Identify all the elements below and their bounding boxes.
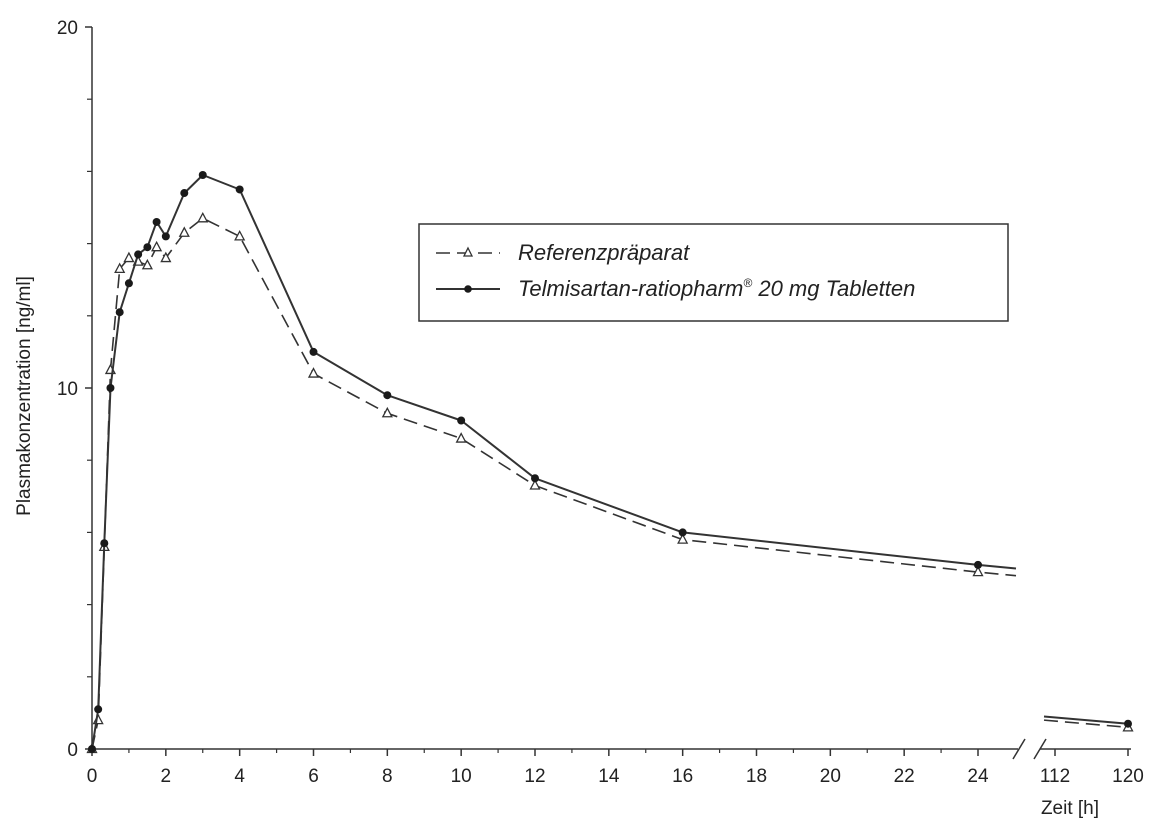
data-point-referenz (677, 533, 689, 544)
data-point-referenz (972, 565, 984, 577)
data-point-telmisartan (124, 279, 133, 288)
series-line-referenz (91, 217, 1017, 750)
x-tick-label: 8 (382, 766, 393, 787)
data-point-telmisartan (100, 539, 109, 548)
x-axis-label: Zeit [h] (1041, 798, 1099, 819)
data-point-telmisartan (152, 217, 161, 226)
data-point-telmisartan (115, 308, 124, 317)
data-point-telmisartan (94, 705, 103, 714)
x-axis-break-mark-left (1012, 738, 1026, 760)
data-point-telmisartan (974, 560, 982, 569)
x-tick-label: 18 (746, 766, 767, 787)
legend-swatch-referenz-marker (462, 246, 474, 257)
x-tick-label: 120 (1112, 766, 1144, 787)
x-tick-label: 0 (87, 766, 98, 787)
data-point-telmisartan (1124, 719, 1132, 728)
data-point-referenz (141, 258, 153, 270)
data-point-telmisartan (143, 243, 152, 252)
legend-label-telmisartan-main: Telmisartan-ratiopharm (518, 276, 743, 301)
data-point-telmisartan (383, 391, 392, 400)
x-tick-label: 20 (820, 766, 841, 787)
data-point-telmisartan (678, 528, 687, 537)
legend-label-telmisartan-suffix: 20 mg Tabletten (752, 276, 915, 301)
data-point-referenz (307, 367, 320, 378)
y-tick-label: 10 (57, 379, 78, 400)
x-tick-label: 16 (672, 766, 693, 787)
data-point-referenz (114, 262, 126, 274)
data-point-referenz (123, 251, 135, 263)
legend-label-referenz: Referenzpräparat (518, 240, 690, 265)
data-point-referenz (178, 226, 190, 237)
y-axis-label: Plasmakonzentration [ng/ml] (14, 276, 35, 516)
data-point-referenz (160, 251, 172, 263)
x-tick-label: 112 (1040, 766, 1070, 787)
x-tick-label: 6 (308, 766, 319, 787)
data-point-telmisartan (161, 232, 170, 241)
data-point-telmisartan (88, 745, 96, 753)
data-point-referenz (197, 211, 209, 223)
data-point-referenz (381, 406, 393, 418)
data-point-telmisartan (180, 189, 189, 198)
legend: Referenzpräparat Telmisartan-ratiopharm®… (418, 223, 1009, 322)
x-tick-label: 2 (161, 766, 172, 787)
data-point-telmisartan (134, 250, 143, 259)
data-point-telmisartan (106, 384, 115, 392)
data-point-referenz (529, 479, 541, 490)
x-tick-label: 24 (967, 766, 989, 787)
data-point-referenz (151, 240, 163, 252)
data-point-referenz (234, 229, 246, 241)
data-point-telmisartan (457, 416, 466, 425)
data-point-telmisartan (309, 347, 318, 356)
legend-label-telmisartan-sup: ® (743, 276, 752, 290)
data-point-referenz (455, 432, 467, 443)
data-point-telmisartan (198, 171, 207, 180)
legend-swatch-telmisartan-marker (464, 285, 472, 293)
data-point-telmisartan (235, 185, 244, 194)
y-tick-label: 0 (67, 740, 78, 761)
x-tick-label: 22 (894, 766, 915, 787)
data-point-referenz (92, 713, 104, 725)
series-line-telmisartan (91, 174, 1017, 750)
y-tick-label: 20 (57, 18, 78, 39)
legend-frame (418, 223, 1009, 322)
series-line-break-telmisartan (1043, 715, 1129, 725)
x-tick-label: 4 (234, 766, 245, 787)
legend-label-telmisartan: Telmisartan-ratiopharm® 20 mg Tabletten (518, 276, 915, 301)
x-tick-label: 14 (598, 766, 620, 787)
x-tick-label: 10 (451, 766, 472, 787)
data-point-telmisartan (531, 474, 539, 483)
x-tick-label: 12 (524, 766, 545, 787)
series-line-break-referenz (1043, 719, 1129, 729)
